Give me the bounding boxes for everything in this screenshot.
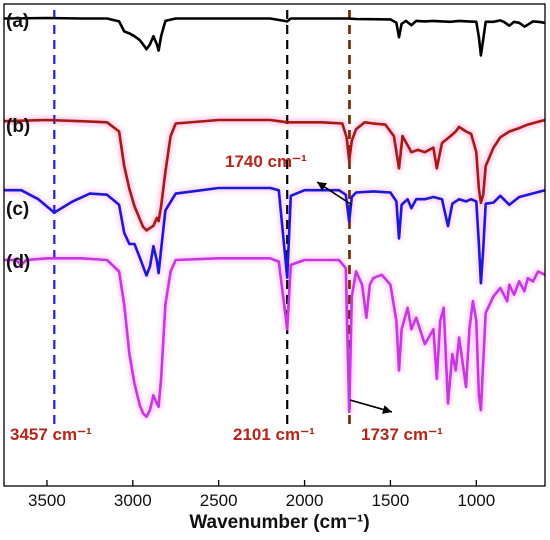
panel-label-c: (c) (6, 199, 29, 220)
spectra (3, 16, 546, 418)
x-tick-label: 2000 (286, 491, 324, 510)
panel-label-d: (d) (6, 252, 30, 273)
annotation-arrow-head (382, 405, 392, 414)
spectrum-line-c (4, 186, 546, 285)
x-tick-label: 3500 (28, 491, 66, 510)
spectrum-glow-4 (4, 254, 547, 421)
annotation-peak-1740: 1740 cm⁻¹ (225, 152, 307, 171)
annotation-peak-1737: 1737 cm⁻¹ (361, 425, 443, 444)
spectrum-line-a (3, 16, 546, 57)
x-tick-label: 3000 (114, 491, 152, 510)
annotations: 1740 cm⁻¹ 3457 cm⁻¹ 2101 cm⁻¹ 1737 cm⁻¹ (10, 152, 443, 444)
spectrum-line-b (3, 118, 546, 232)
spectrum-glow-2 (3, 116, 546, 234)
panel-label-a: (a) (6, 11, 29, 32)
spectrum-line-d (4, 257, 546, 418)
x-tick-label: 1500 (372, 491, 410, 510)
x-axis-ticks: 3500 3000 2500 2000 1500 1000 (28, 480, 495, 510)
annotation-peak-3457: 3457 cm⁻¹ (10, 425, 92, 444)
plot-frame (3, 3, 546, 487)
spectrum-glow-3 (4, 184, 546, 287)
reference-lines (53, 10, 351, 425)
panel-labels: (a) (b) (c) (d) (6, 11, 30, 273)
x-tick-label: 2500 (200, 491, 238, 510)
x-tick-label: 1000 (457, 491, 495, 510)
x-axis-title: Wavenumber (cm⁻¹) (189, 512, 369, 533)
annotation-peak-2101: 2101 cm⁻¹ (233, 425, 315, 444)
panel-label-b: (b) (6, 116, 30, 137)
annotation-arrow-head (317, 182, 327, 191)
